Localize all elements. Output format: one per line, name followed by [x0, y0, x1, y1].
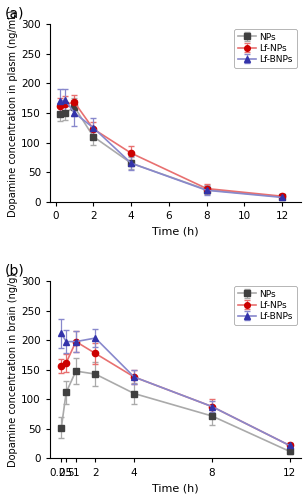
X-axis label: Time (h): Time (h) [152, 483, 199, 493]
X-axis label: Time (h): Time (h) [152, 226, 199, 236]
Y-axis label: Dopamine concentration in plasm (ng/mL): Dopamine concentration in plasm (ng/mL) [8, 10, 18, 216]
Legend: NPs, Lf-NPs, Lf-BNPs: NPs, Lf-NPs, Lf-BNPs [234, 286, 297, 325]
Text: (a): (a) [5, 7, 24, 21]
Legend: NPs, Lf-NPs, Lf-BNPs: NPs, Lf-NPs, Lf-BNPs [234, 29, 297, 68]
Y-axis label: Dopamine concentration in brain (ng/g): Dopamine concentration in brain (ng/g) [8, 273, 18, 467]
Text: (b): (b) [5, 264, 24, 278]
